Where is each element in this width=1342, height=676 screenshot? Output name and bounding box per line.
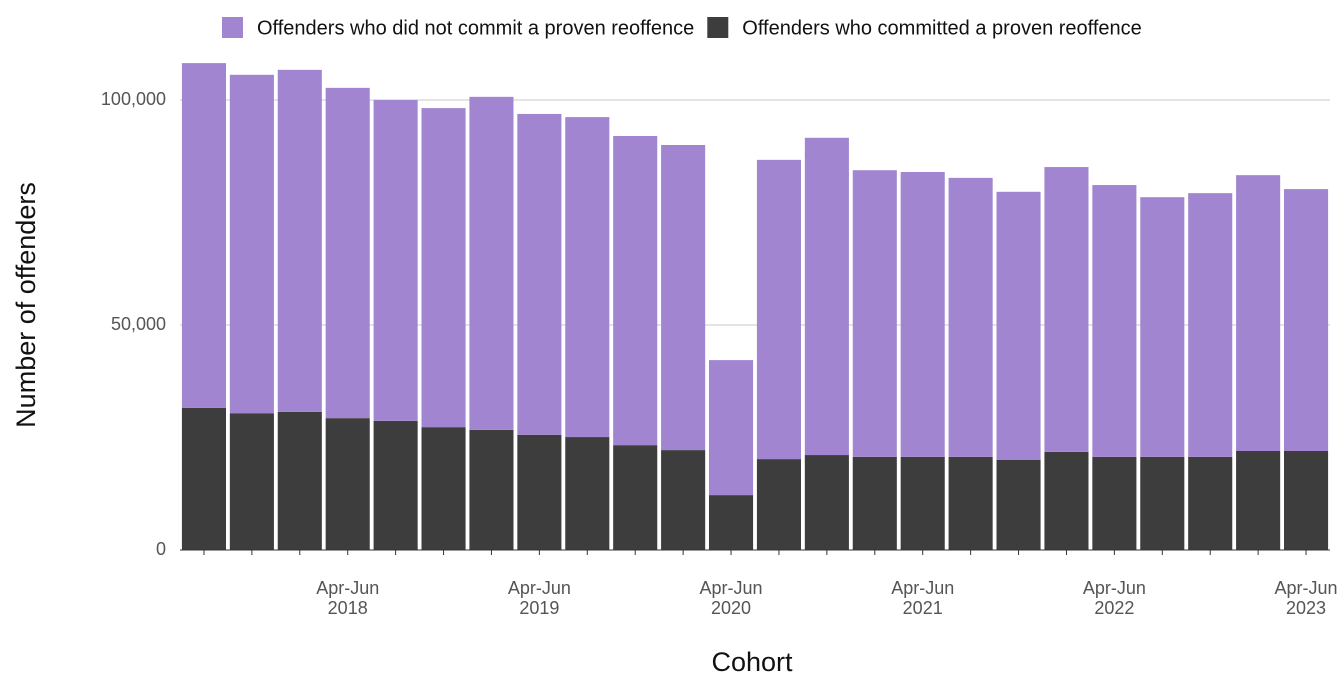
- bar-segment: [277, 69, 322, 412]
- bar-segment: [1044, 167, 1089, 452]
- legend-label: Offenders who did not commit a proven re…: [257, 17, 694, 39]
- bar-segment: [373, 420, 418, 550]
- bar-segment: [1236, 451, 1281, 550]
- bar-segment: [756, 459, 801, 550]
- bar-segment: [948, 456, 993, 550]
- bar-segment: [948, 177, 993, 457]
- bar-segment: [1236, 175, 1281, 451]
- bar-segment: [661, 145, 706, 451]
- y-axis-title: Number of offenders: [11, 182, 41, 428]
- x-tick-label: Apr-Jun 2022: [1082, 578, 1146, 618]
- bar-segment: [996, 191, 1041, 461]
- bar-segment: [1092, 185, 1137, 457]
- bar-segment: [1140, 197, 1185, 457]
- bar-segment: [1284, 451, 1329, 550]
- x-tick-label: Apr-Jun 2021: [891, 578, 955, 618]
- bar-segment: [181, 407, 226, 550]
- bar-segment: [373, 100, 418, 421]
- bar-segment: [229, 413, 274, 550]
- bar-segment: [1092, 456, 1137, 550]
- bar-segment: [613, 445, 658, 550]
- bar-segment: [852, 170, 897, 457]
- bar-segment: [421, 427, 466, 550]
- bar-segment: [661, 450, 706, 550]
- legend-swatch: [222, 17, 243, 38]
- bar-segment: [1284, 189, 1329, 451]
- y-tick-label: 100,000: [101, 89, 166, 109]
- bar-segment: [469, 429, 514, 550]
- y-tick-label: 0: [156, 539, 166, 559]
- bar-segment: [517, 434, 562, 550]
- x-tick-label: Apr-Jun 2019: [507, 578, 571, 618]
- bar-segment: [1188, 193, 1233, 457]
- bar-segment: [325, 418, 370, 550]
- legend-label: Offenders who committed a proven reoffen…: [742, 17, 1141, 39]
- bar-segment: [709, 360, 754, 496]
- bar-segment: [469, 96, 514, 430]
- bar-segment: [1188, 456, 1233, 550]
- x-tick-label: Apr-Jun 2023: [1274, 578, 1338, 618]
- bar-segment: [565, 437, 610, 550]
- x-axis-title: Cohort: [711, 647, 793, 676]
- bar-segment: [421, 108, 466, 428]
- bar-segment: [517, 113, 562, 435]
- bar-segment: [996, 460, 1041, 550]
- bar-segment: [756, 159, 801, 460]
- bar-segment: [229, 74, 274, 414]
- bar-segment: [804, 137, 849, 456]
- bar-segment: [277, 411, 322, 550]
- bar-segment: [565, 117, 610, 438]
- bar-segment: [181, 63, 226, 408]
- bar-segment: [900, 456, 945, 550]
- bar-segment: [709, 495, 754, 550]
- bar-segment: [852, 456, 897, 550]
- bar-segment: [804, 455, 849, 550]
- bar-segment: [325, 87, 370, 419]
- bar-segment: [900, 172, 945, 457]
- legend-swatch: [707, 17, 729, 38]
- y-tick-label: 50,000: [111, 314, 166, 334]
- x-tick-label: Apr-Jun 2018: [316, 578, 380, 618]
- x-tick-label: Apr-Jun 2020: [699, 578, 763, 618]
- bar-segment: [1044, 451, 1089, 550]
- bar-segment: [1140, 456, 1185, 550]
- bar-segment: [613, 136, 658, 446]
